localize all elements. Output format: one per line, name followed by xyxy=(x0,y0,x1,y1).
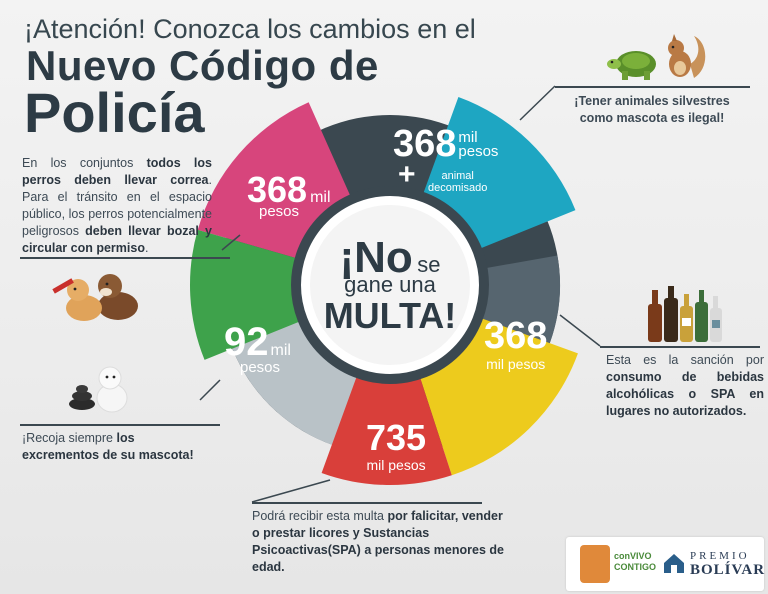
divider-dogs xyxy=(20,257,230,259)
center-no: ¡No xyxy=(339,233,413,282)
premio-line1: PREMIO xyxy=(690,550,750,562)
liquor-bottles-icon xyxy=(648,286,722,342)
center-se: se xyxy=(417,252,441,277)
wheel-center xyxy=(310,205,470,365)
wheel-light-band xyxy=(230,315,375,453)
yellow-unit: mil pesos xyxy=(486,356,546,372)
convivo-logo-icon xyxy=(580,545,610,583)
connector-line xyxy=(519,85,556,121)
note-alcohol-part1: Esta es la sanción por xyxy=(606,353,764,367)
convivo-line2: CONTIGO xyxy=(614,562,656,572)
premio-bolivar-text: PREMIO BOLÍVAR xyxy=(690,549,766,578)
connector-line xyxy=(251,479,331,503)
red-segment xyxy=(321,369,452,486)
note-minors: Podrá recibir esta multa por falicitar, … xyxy=(252,508,504,576)
pink-segment-label: 368 mil pesos xyxy=(247,169,331,220)
premio-line2: BOLÍVAR xyxy=(690,562,766,578)
center-message: ¡No se gane una MULTA! xyxy=(300,236,480,334)
cyan-unit: mil xyxy=(458,129,478,146)
connector-line xyxy=(221,234,241,251)
note-dogs-part1: En los conjuntos xyxy=(22,156,147,170)
green-segment xyxy=(190,229,307,360)
pink-segment xyxy=(197,102,354,261)
note-dogs-bold2: deben llevar bozal y circular con permis… xyxy=(22,224,212,255)
divider-wild xyxy=(555,86,750,88)
note-poop-bold: los excrementos de su mascota! xyxy=(22,431,194,462)
convivo-line1: conVIVO xyxy=(614,551,652,561)
note-wild-animals: ¡Tener animales silvestres como mascota … xyxy=(574,94,730,125)
pink-amount: 368 xyxy=(247,169,308,210)
convivo-logo-text: conVIVO CONTIGO xyxy=(614,551,656,573)
note-minors-bold: por falicitar, vender o prestar licores … xyxy=(252,509,504,574)
red-unit: mil pesos xyxy=(366,457,426,473)
connector-line xyxy=(199,379,221,401)
pink-label: pesos xyxy=(259,203,300,220)
yellow-amount: 368 xyxy=(484,315,548,357)
cyan-segment xyxy=(420,97,576,252)
red-segment-label: 735 mil pesos xyxy=(366,417,427,473)
dogs-icon xyxy=(52,274,138,321)
house-logo-icon xyxy=(662,551,686,575)
title-line-2: Policía xyxy=(24,81,205,144)
note-alcohol-bold: consumo de bebidas alcohólicas o SPA en … xyxy=(606,370,764,418)
center-multa: MULTA! xyxy=(323,295,457,336)
wheel-mid-band xyxy=(474,255,560,344)
pink-unit: mil xyxy=(310,189,331,206)
divider-minors xyxy=(252,502,482,504)
note-poop: ¡Recoja siempre los excrementos de su ma… xyxy=(22,430,212,464)
cyan-extra-1: animal xyxy=(441,170,474,182)
note-dogs-part2: . Para el tránsito en el espacio público… xyxy=(22,173,212,238)
yellow-segment-label: 368 mil pesos xyxy=(484,317,547,371)
cyan-amount: 368 xyxy=(393,123,457,165)
green-unit: mil xyxy=(270,342,291,359)
turtle-icon xyxy=(607,51,656,80)
divider-alcohol xyxy=(600,346,760,348)
note-dogs-part3: . xyxy=(144,241,149,255)
title-line-1: Nuevo Código de xyxy=(26,42,379,89)
note-dogs: En los conjuntos todos los perros deben … xyxy=(22,155,212,257)
connector-line xyxy=(559,314,601,347)
note-dogs-bold1: todos los perros deben llevar correa xyxy=(22,156,212,187)
cyan-extra: animal decomisado xyxy=(428,170,487,194)
sponsor-logos: conVIVO CONTIGO PREMIO BOLÍVAR xyxy=(566,537,764,591)
intro-text: ¡Atención! Conozca los cambios en el xyxy=(24,14,476,44)
dog-poop-icon xyxy=(69,366,128,413)
squirrel-icon xyxy=(668,34,706,78)
green-amount: 92 xyxy=(224,320,269,364)
divider-poop xyxy=(20,424,220,426)
red-amount: 735 xyxy=(366,417,427,458)
cyan-label: pesos xyxy=(458,143,499,160)
note-alcohol: Esta es la sanción por consumo de bebida… xyxy=(606,352,764,420)
note-poop-part1: ¡Recoja siempre xyxy=(22,431,117,445)
center-gane: gane una xyxy=(344,272,436,297)
cyan-segment-label: 368 mil pesos xyxy=(393,125,498,163)
note-minors-part1: Podrá recibir esta multa xyxy=(252,509,388,523)
plus-sign: + xyxy=(398,158,416,191)
green-segment-label: 92 mil pesos xyxy=(224,322,291,375)
green-label: pesos xyxy=(240,359,281,376)
cyan-extra-2: decomisado xyxy=(428,182,488,194)
